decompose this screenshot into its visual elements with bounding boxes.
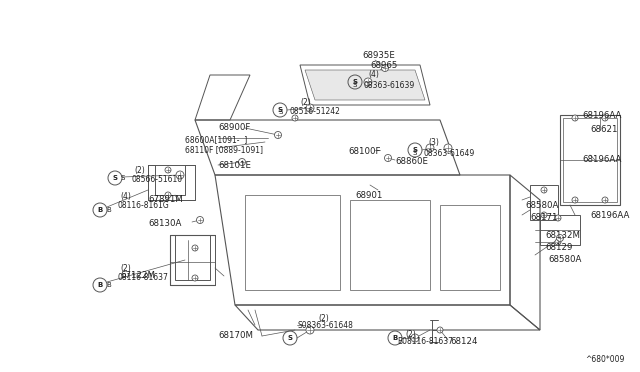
Circle shape bbox=[306, 104, 314, 112]
Text: B: B bbox=[97, 207, 102, 213]
Circle shape bbox=[196, 217, 204, 224]
Circle shape bbox=[165, 192, 171, 198]
Text: (2): (2) bbox=[318, 314, 329, 323]
Text: 68196AA: 68196AA bbox=[582, 110, 621, 119]
Circle shape bbox=[572, 197, 578, 203]
Circle shape bbox=[239, 158, 246, 166]
Circle shape bbox=[555, 215, 561, 221]
Text: 08363-61649: 08363-61649 bbox=[423, 148, 474, 157]
Circle shape bbox=[602, 197, 608, 203]
Text: S: S bbox=[279, 109, 283, 115]
Text: S: S bbox=[353, 82, 357, 88]
Text: (2): (2) bbox=[405, 330, 416, 339]
Text: 68129: 68129 bbox=[545, 244, 572, 253]
Text: B08116-81637: B08116-81637 bbox=[397, 337, 453, 346]
Text: (2): (2) bbox=[134, 166, 145, 174]
Circle shape bbox=[541, 187, 547, 193]
Text: S: S bbox=[353, 79, 358, 85]
Text: S: S bbox=[278, 107, 282, 113]
Text: (4): (4) bbox=[368, 71, 379, 80]
Text: 08116-8161G: 08116-8161G bbox=[118, 201, 170, 209]
Text: 68124: 68124 bbox=[450, 337, 477, 346]
Text: (4): (4) bbox=[120, 192, 131, 201]
Circle shape bbox=[437, 327, 443, 333]
Text: 68935E: 68935E bbox=[362, 51, 395, 60]
Text: S: S bbox=[113, 175, 118, 181]
Text: S08363-61648: S08363-61648 bbox=[297, 321, 353, 330]
Text: S: S bbox=[413, 150, 417, 156]
Text: B: B bbox=[392, 335, 397, 341]
Circle shape bbox=[192, 245, 198, 251]
Text: 68171: 68171 bbox=[530, 214, 557, 222]
Text: (2): (2) bbox=[120, 263, 131, 273]
Text: 68900F: 68900F bbox=[218, 124, 250, 132]
Text: S: S bbox=[287, 335, 292, 341]
Text: 68860E: 68860E bbox=[395, 157, 428, 167]
Text: (3): (3) bbox=[428, 138, 439, 148]
Text: 68130A: 68130A bbox=[148, 219, 181, 228]
Text: 68965: 68965 bbox=[370, 61, 397, 70]
Text: 68580A: 68580A bbox=[548, 256, 581, 264]
Circle shape bbox=[426, 144, 434, 152]
Circle shape bbox=[306, 326, 314, 334]
Text: (2): (2) bbox=[300, 97, 311, 106]
Text: 67122M: 67122M bbox=[120, 272, 155, 280]
Circle shape bbox=[572, 115, 578, 121]
Polygon shape bbox=[305, 70, 425, 100]
Text: 68101E: 68101E bbox=[218, 160, 251, 170]
Text: 67891M: 67891M bbox=[148, 196, 183, 205]
Text: B: B bbox=[107, 207, 111, 213]
Circle shape bbox=[364, 78, 372, 86]
Text: 68196AA: 68196AA bbox=[590, 211, 629, 219]
Text: B: B bbox=[97, 282, 102, 288]
Text: S: S bbox=[121, 175, 125, 181]
Circle shape bbox=[165, 167, 171, 173]
Text: 68196AA: 68196AA bbox=[582, 155, 621, 164]
Circle shape bbox=[444, 144, 452, 152]
Text: 68621: 68621 bbox=[590, 125, 618, 135]
Text: 68100F: 68100F bbox=[348, 148, 381, 157]
Circle shape bbox=[555, 239, 561, 245]
Circle shape bbox=[602, 115, 608, 121]
Text: 68600A[1091-  ]: 68600A[1091- ] bbox=[185, 135, 247, 144]
Text: 08566-51610: 08566-51610 bbox=[132, 174, 183, 183]
Circle shape bbox=[381, 64, 388, 71]
Circle shape bbox=[411, 334, 419, 342]
Circle shape bbox=[541, 212, 547, 218]
Circle shape bbox=[275, 131, 282, 138]
Circle shape bbox=[192, 275, 198, 281]
Text: 08116-81637: 08116-81637 bbox=[118, 273, 169, 282]
Circle shape bbox=[557, 234, 563, 241]
Circle shape bbox=[292, 115, 298, 121]
Text: ^680*009: ^680*009 bbox=[586, 355, 625, 364]
Circle shape bbox=[176, 171, 184, 179]
Text: 68170M: 68170M bbox=[218, 331, 253, 340]
Text: 08363-61639: 08363-61639 bbox=[363, 80, 414, 90]
Text: B: B bbox=[107, 282, 111, 288]
Circle shape bbox=[385, 154, 392, 161]
Text: 68132M: 68132M bbox=[545, 231, 580, 240]
Text: 68580A: 68580A bbox=[525, 201, 558, 209]
Text: 68901: 68901 bbox=[355, 190, 382, 199]
Text: 68110F [0889-1091]: 68110F [0889-1091] bbox=[185, 145, 263, 154]
Text: 08516-51242: 08516-51242 bbox=[289, 108, 340, 116]
Text: S: S bbox=[413, 147, 417, 153]
